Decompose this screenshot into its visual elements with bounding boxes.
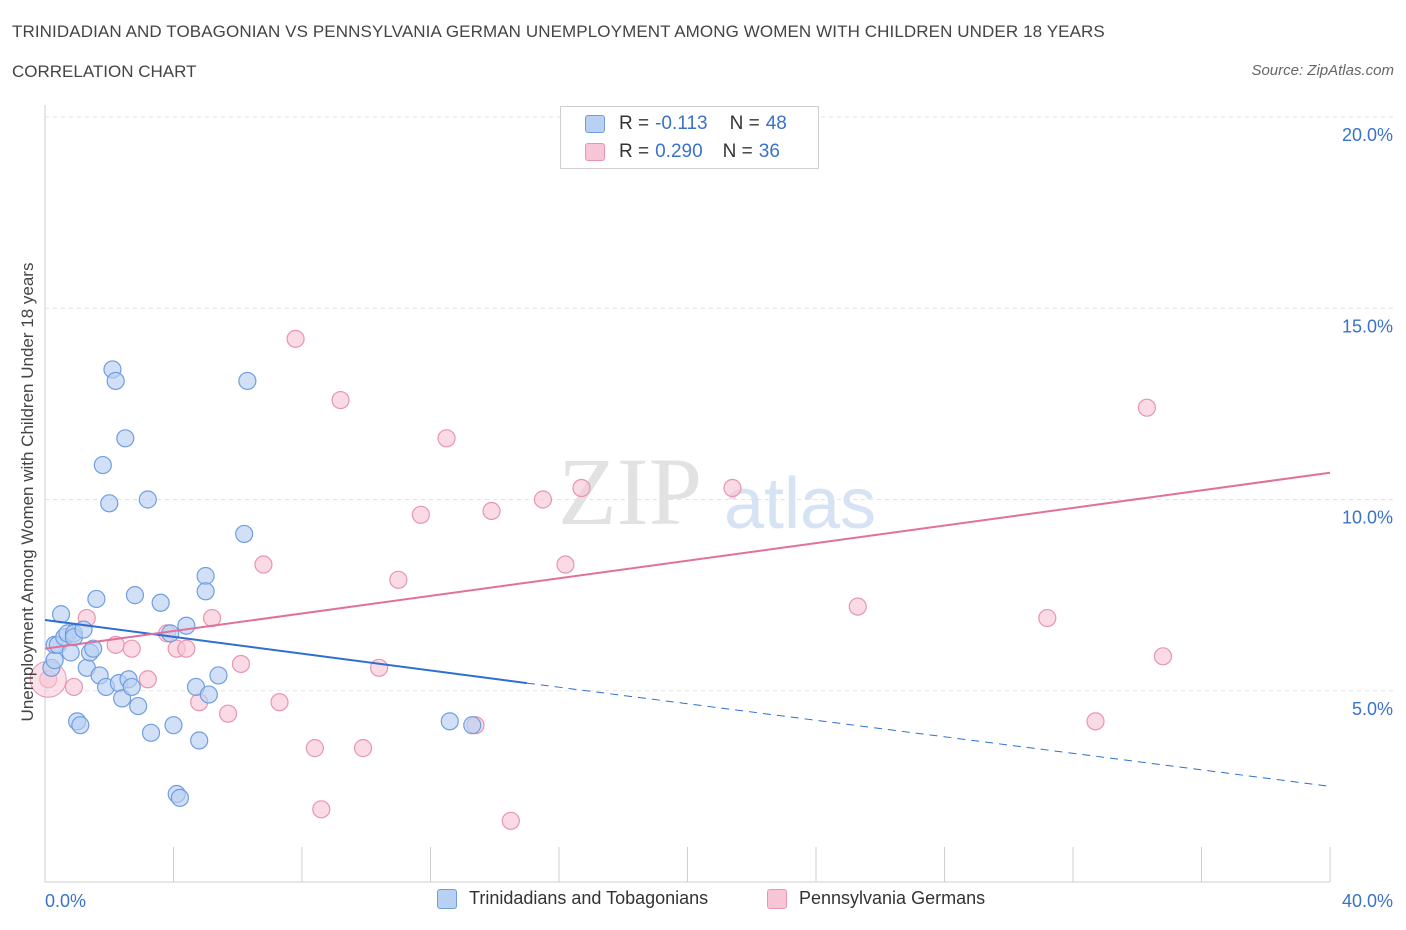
legend-r-label: R = [619, 141, 650, 162]
blue-point [129, 696, 148, 716]
pink-point [305, 739, 324, 758]
pink-point [231, 654, 251, 674]
pink-point [411, 505, 430, 524]
y-tick-label: 5.0% [1352, 699, 1393, 719]
blue-point [151, 593, 170, 612]
pink-point [501, 811, 520, 830]
blue-series-points [42, 360, 482, 807]
blue-point [238, 371, 257, 391]
x-tick-min: 0.0% [45, 891, 87, 911]
regression-lines [44, 471, 1331, 787]
blue-point [71, 716, 90, 735]
y-tick-label: 10.0% [1342, 508, 1393, 528]
blue-point [106, 371, 125, 391]
blue-point [122, 677, 141, 697]
y-tick-labels: 5.0% 10.0% 15.0% 20.0% [1342, 125, 1393, 719]
legend-row-pink: R = 0.290 N = 36 [585, 140, 780, 164]
legend-n-value: 48 [765, 113, 787, 134]
pink-point [138, 670, 157, 689]
y-tick-label: 15.0% [1342, 316, 1393, 336]
blue-regression-line [44, 618, 528, 685]
pink-point [177, 639, 196, 658]
blue-point [440, 712, 459, 731]
blue-point [141, 723, 161, 742]
watermark-atlas: atlas [724, 464, 876, 544]
blue-point [196, 582, 215, 601]
bottom-legend-swatch-blue [437, 888, 457, 909]
blue-point [116, 429, 135, 448]
blue-point [164, 716, 183, 735]
chart-title: TRINIDADIAN AND TOBAGONIAN VS PENNSYLVAN… [12, 22, 1105, 41]
pink-point [1038, 608, 1057, 628]
y-tick-label: 20.0% [1342, 125, 1393, 145]
pink-point [219, 704, 238, 723]
blue-point [235, 524, 254, 544]
blue-point [87, 589, 106, 609]
pink-point [64, 677, 84, 697]
legend-r-value: -0.113 [655, 113, 708, 134]
pink-point [572, 478, 591, 498]
pink-point [437, 429, 456, 448]
grid-lines [45, 116, 1395, 692]
blue-point [100, 494, 119, 513]
pink-point [389, 570, 408, 589]
blue-point [51, 605, 71, 624]
blue-point [84, 639, 103, 658]
pink-point [353, 739, 373, 758]
pink-point [848, 597, 867, 616]
watermark: ZIP atlas [558, 438, 876, 545]
pink-point [270, 693, 289, 712]
blue-point [125, 586, 145, 605]
pink-point [254, 555, 273, 574]
legend-row-blue: R = -0.113 N = 48 [585, 112, 787, 136]
legend-n-value: 36 [758, 141, 780, 162]
legend-n-label: N = [729, 113, 760, 134]
pink-regression-line [44, 471, 1331, 650]
y-axis-label: Unemployment Among Women with Children U… [18, 262, 37, 722]
legend-swatch-blue [585, 115, 605, 133]
x-tick-max: 40.0% [1341, 891, 1393, 911]
pink-point [533, 490, 553, 509]
source-label: Source: ZipAtlas.com [1251, 62, 1394, 79]
blue-point [199, 685, 218, 704]
blue-point [93, 455, 112, 475]
chart-subtitle: CORRELATION CHART [12, 62, 197, 81]
bottom-legend-swatch-pink [767, 888, 787, 909]
blue-regression-extension [526, 682, 1331, 787]
pink-point [1137, 398, 1156, 417]
legend-r-value: 0.290 [655, 141, 703, 162]
bottom-legend-label-pink: Pennsylvania Germans [799, 888, 986, 908]
correlation-legend: R = -0.113 N = 48 R = 0.290 N = 36 [560, 106, 819, 169]
bottom-legend-blue: Trinidadians and Tobagonians [437, 888, 708, 909]
bottom-legend-pink: Pennsylvania Germans [767, 888, 985, 909]
blue-point [196, 566, 215, 586]
blue-point [463, 716, 482, 735]
blue-point [190, 731, 209, 750]
legend-swatch-pink [585, 143, 605, 161]
axes [44, 105, 1331, 883]
blue-point [45, 651, 64, 670]
pink-point [312, 800, 331, 819]
pink-point [370, 658, 389, 677]
pink-point [1086, 712, 1105, 731]
pink-point [482, 501, 501, 521]
pink-point [331, 390, 350, 410]
blue-point [177, 616, 196, 635]
pink-point [286, 329, 305, 348]
pink-point [556, 555, 575, 574]
blue-point [209, 666, 228, 685]
pink-point [1153, 647, 1173, 666]
blue-point [138, 490, 157, 509]
pink-point [122, 639, 141, 658]
legend-n-label: N = [722, 141, 753, 162]
legend-r-label: R = [619, 113, 650, 134]
blue-point [161, 624, 180, 643]
pink-point [723, 478, 742, 498]
bottom-legend-label-blue: Trinidadians and Tobagonians [469, 888, 709, 908]
blue-point [170, 788, 190, 807]
